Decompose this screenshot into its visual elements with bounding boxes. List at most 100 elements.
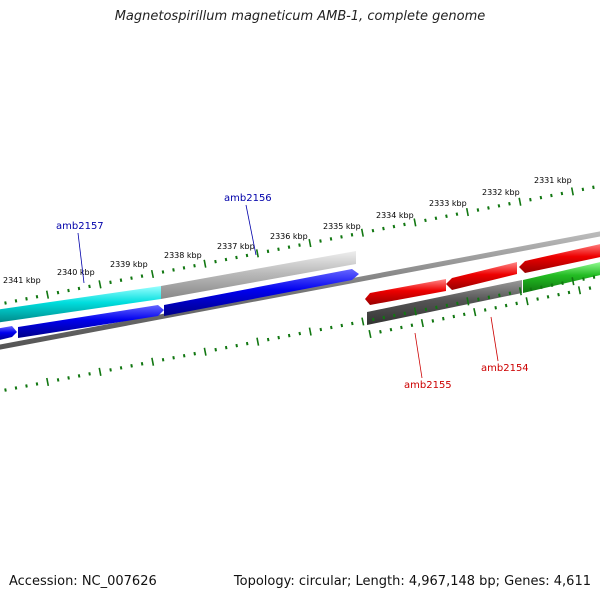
minor-tick <box>109 280 112 285</box>
major-tick <box>360 228 364 237</box>
accession-text: Accession: NC_007626 <box>9 574 157 589</box>
minor-tick <box>350 233 354 237</box>
minor-tick <box>393 313 396 318</box>
major-tick <box>308 238 312 248</box>
major-tick <box>525 297 529 306</box>
major-tick <box>255 249 259 258</box>
minor-tick <box>193 264 196 268</box>
minor-tick <box>382 315 386 320</box>
gene-arrow-blue <box>0 326 17 340</box>
major-tick <box>361 317 365 326</box>
minor-tick <box>140 362 144 366</box>
minor-tick <box>477 297 480 302</box>
minor-tick <box>67 376 70 380</box>
minor-tick <box>25 384 28 388</box>
minor-tick <box>214 347 217 352</box>
minor-tick <box>224 345 228 350</box>
minor-tick <box>561 281 564 285</box>
minor-tick <box>182 354 186 358</box>
minor-tick <box>550 283 554 287</box>
minor-tick <box>452 314 456 319</box>
gene-label-amb2154: amb2154 <box>481 363 529 374</box>
minor-tick <box>536 297 539 301</box>
tick-label: 2334 kbp <box>376 211 414 220</box>
minor-tick <box>557 292 560 297</box>
minor-tick <box>56 290 60 295</box>
minor-tick <box>508 291 512 295</box>
major-tick <box>151 357 155 366</box>
minor-tick <box>588 286 592 290</box>
minor-tick <box>410 323 414 327</box>
minor-tick <box>235 255 238 260</box>
minor-tick <box>403 311 407 316</box>
green-track <box>523 262 600 293</box>
minor-tick <box>540 285 543 289</box>
minor-tick <box>119 278 123 282</box>
minor-tick <box>529 287 533 291</box>
tick-label: 2340 kbp <box>57 268 95 277</box>
gene-arrow-red <box>446 262 517 290</box>
tick-label: 2339 kbp <box>110 260 148 269</box>
minor-tick <box>504 303 508 308</box>
minor-tick <box>109 368 112 372</box>
minor-tick <box>483 308 487 312</box>
minor-tick <box>431 319 435 323</box>
minor-tick <box>379 329 382 334</box>
minor-tick <box>476 208 480 212</box>
scale-ticks-right <box>368 286 592 339</box>
minor-tick <box>442 316 445 321</box>
minor-tick <box>592 275 596 279</box>
minor-tick <box>497 204 501 208</box>
gene-label-amb2156: amb2156 <box>224 193 272 204</box>
callout-line <box>77 232 85 284</box>
major-tick <box>420 319 424 328</box>
major-tick <box>577 286 582 295</box>
major-tick <box>203 259 207 268</box>
minor-tick <box>494 306 497 310</box>
minor-tick <box>340 323 344 328</box>
minor-tick <box>161 358 165 362</box>
major-tick <box>98 367 102 376</box>
gene-label-amb2157: amb2157 <box>56 221 104 232</box>
minor-tick <box>172 356 175 360</box>
minor-tick <box>424 307 428 312</box>
minor-tick <box>372 317 375 322</box>
minor-tick <box>539 195 543 200</box>
minor-tick <box>340 235 343 239</box>
tick-label: 2335 kbp <box>323 222 361 231</box>
gene-arrow-blue <box>164 269 359 316</box>
tick-label: 2331 kbp <box>534 176 572 185</box>
minor-tick <box>245 341 249 346</box>
major-tick <box>473 308 477 317</box>
callout-line <box>245 204 257 256</box>
minor-tick <box>582 277 585 281</box>
minor-tick <box>287 245 291 249</box>
minor-tick <box>298 331 302 336</box>
major-tick <box>518 287 522 296</box>
minor-tick <box>382 226 385 231</box>
page-title: Magnetospirillum magneticum AMB-1, compl… <box>114 9 486 24</box>
gray-track-upper <box>161 251 356 299</box>
callout-line <box>414 332 423 379</box>
minor-tick <box>130 276 133 280</box>
major-tick <box>571 277 575 286</box>
minor-tick <box>403 222 406 227</box>
tick-label: 2333 kbp <box>429 199 467 208</box>
genome-summary-text: Topology: circular; Length: 4,967,148 bp… <box>233 574 591 589</box>
minor-tick <box>140 274 144 278</box>
major-tick <box>308 327 312 336</box>
major-tick <box>150 269 155 279</box>
callout-line <box>490 316 499 362</box>
minor-tick <box>435 305 438 310</box>
minor-tick <box>172 268 175 272</box>
minor-tick <box>77 374 81 378</box>
minor-tick <box>67 288 70 293</box>
major-tick <box>45 290 50 299</box>
minor-tick <box>319 327 323 332</box>
minor-tick <box>245 253 249 258</box>
minor-tick <box>319 239 322 243</box>
major-tick <box>413 307 417 316</box>
cyan-track <box>0 286 161 323</box>
gene-arrow-red <box>519 244 600 273</box>
